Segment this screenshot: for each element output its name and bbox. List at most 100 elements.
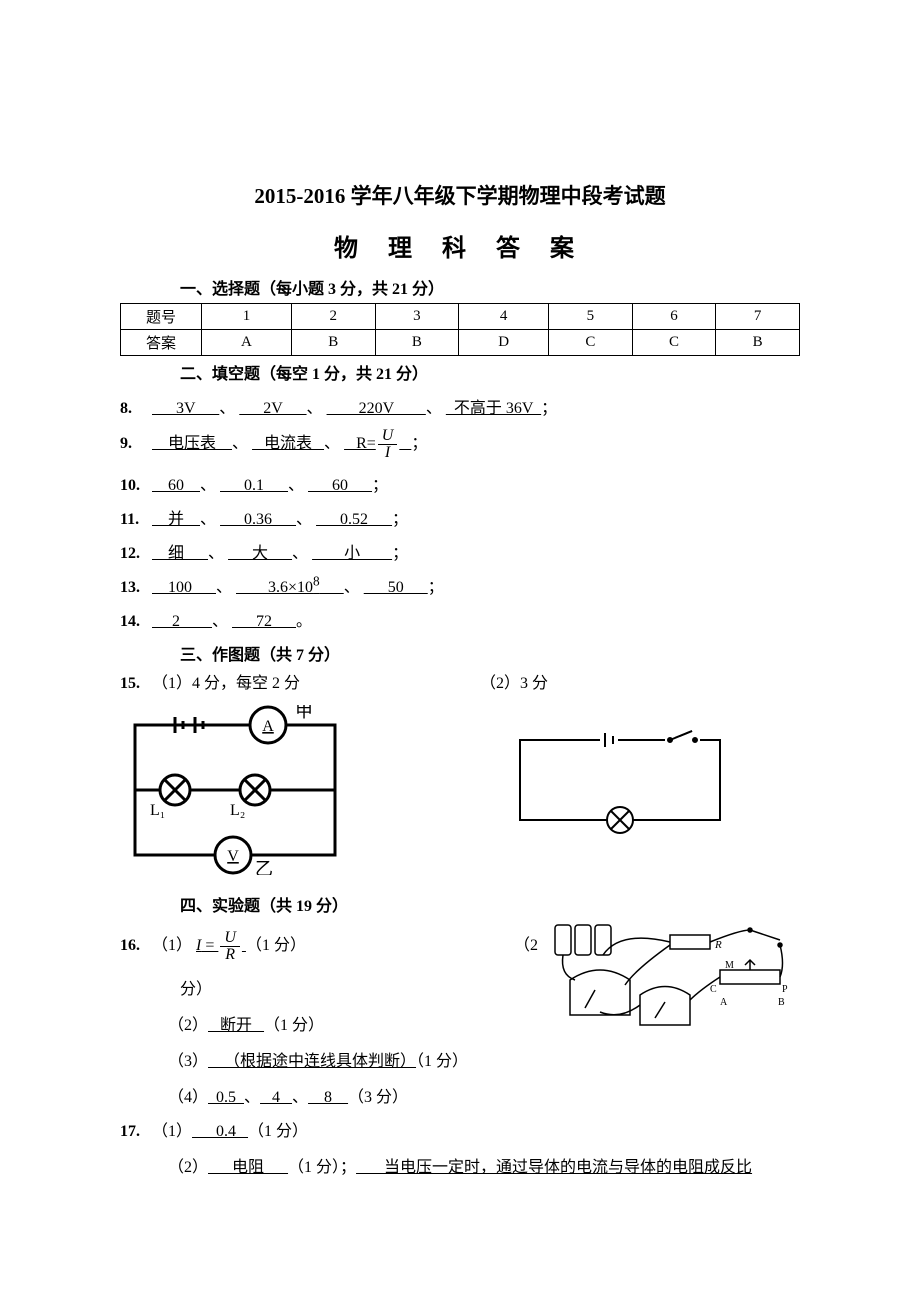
svg-text:A: A — [720, 997, 728, 1008]
label-yi: 乙 — [255, 859, 273, 875]
tail: ； — [541, 400, 557, 417]
qnum: 14. — [120, 613, 148, 631]
section-4-head: 四、实验题（共 19 分） — [180, 892, 800, 916]
q17: 17. （1） 0.4 （1 分） — [120, 1117, 800, 1141]
col-num: 2 — [291, 304, 375, 330]
blank: 3V — [152, 400, 219, 417]
blank: 3.6×108 — [236, 579, 344, 596]
svg-text:R: R — [714, 939, 722, 951]
q10: 10. 60 、 0.1 、 60 ； — [120, 471, 800, 495]
qnum: 8. — [120, 400, 148, 418]
formula: I = UR — [196, 937, 246, 954]
svg-text:C: C — [710, 984, 717, 995]
blank: （根据途中连线具体判断） — [208, 1053, 416, 1070]
q16: 16. （1） I = UR （1 分） （2 分） （2） 断开 （1 分） … — [120, 920, 800, 1107]
mid: （1 分）； — [288, 1159, 356, 1176]
answer-cell: C — [632, 330, 716, 356]
q15: 15. （1）4 分，每空 2 分 （2）3 分 — [120, 669, 800, 693]
blank: 4 — [260, 1089, 292, 1106]
tail: ； — [392, 545, 408, 562]
section-3-head: 三、作图题（共 7 分） — [180, 641, 800, 665]
label-l2: L₂ — [230, 802, 245, 819]
col-num: 3 — [375, 304, 459, 330]
col-num: 4 — [459, 304, 549, 330]
q11: 11. 并 、 0.36 、 0.52 ； — [120, 505, 800, 529]
circuit-diagram-1: A V 甲 乙 L₁ L₂ — [120, 705, 350, 875]
denominator: R — [220, 947, 240, 963]
label-l1: L₁ — [150, 802, 165, 819]
tail: ； — [392, 511, 408, 528]
q16-3: （3） （根据途中连线具体判断）（1 分） — [168, 1047, 550, 1071]
qnum: 11. — [120, 511, 148, 529]
blank: 大 — [228, 545, 292, 562]
answer-cell: A — [202, 330, 292, 356]
blank: 72 — [232, 613, 296, 630]
qnum: 9. — [120, 435, 148, 453]
svg-text:B: B — [778, 997, 785, 1008]
q16-4: （4） 0.5 、 4 、 8 （3 分） — [168, 1083, 550, 1107]
blank: 60 — [152, 477, 200, 494]
blank: 0.36 — [220, 511, 296, 528]
q17-2: （2） 电阻 （1 分）； 当电压一定时，通过导体的电流与导体的电阻成反比 — [168, 1153, 800, 1177]
answer-cell: B — [291, 330, 375, 356]
blank: 电流表 — [252, 435, 324, 452]
blank: 电阻 — [208, 1159, 288, 1176]
q15-right: （2）3 分 — [480, 675, 548, 692]
q15-left: （1）4 分，每空 2 分 — [152, 675, 300, 692]
section-1-head: 一、选择题（每小题 3 分，共 21 分） — [180, 275, 800, 299]
exam-title: 2015-2016 学年八年级下学期物理中段考试题 — [120, 180, 800, 210]
label-jia: 甲 — [295, 705, 313, 721]
col-num: 6 — [632, 304, 716, 330]
p1b-pre: （2 — [514, 937, 538, 954]
blank: R=UI — [344, 435, 411, 452]
fraction: UR — [220, 930, 240, 963]
blank: 50 — [364, 579, 428, 596]
qnum: 13. — [120, 579, 148, 597]
answer-cell: B — [375, 330, 459, 356]
table-row: 答案 A B B D C C B — [121, 330, 800, 356]
qnum: 16. — [120, 937, 148, 955]
blank: 不高于 36V — [446, 400, 541, 417]
q9: 9. 电压表 、 电流表 、 R=UI ； — [120, 428, 800, 461]
experiment-diagram: R M P C A B — [550, 920, 790, 1040]
numerator: U — [378, 428, 398, 445]
q12: 12. 细 、 大 、 小 ； — [120, 539, 800, 563]
circuit-diagram-2 — [510, 725, 730, 835]
tail: ； — [428, 579, 444, 596]
q14: 14. 2 、 72 。 — [120, 607, 800, 631]
blank: 8 — [308, 1089, 348, 1106]
answer-cell: D — [459, 330, 549, 356]
svg-text:M: M — [725, 960, 734, 971]
tail: 。 — [296, 613, 312, 630]
blank: 细 — [152, 545, 208, 562]
p1-pre: （1） — [152, 937, 192, 954]
suffix — [399, 435, 411, 452]
q16-2: （2） 断开 （1 分） — [168, 1011, 550, 1035]
fraction: UI — [378, 428, 398, 461]
suffix — [320, 579, 344, 596]
blank: 断开 — [208, 1017, 264, 1034]
qnum: 15. — [120, 675, 148, 693]
q13: 13. 100 、 3.6×108 、 50 ； — [120, 573, 800, 597]
qnum: 10. — [120, 477, 148, 495]
answer-table: 题号 1 2 3 4 5 6 7 答案 A B B D C C B — [120, 303, 800, 356]
qnum: 17. — [120, 1123, 148, 1141]
tail: ； — [411, 435, 427, 452]
sup: 8 — [313, 574, 320, 589]
answer-cell: C — [549, 330, 633, 356]
blank: 电压表 — [152, 435, 232, 452]
table-row: 题号 1 2 3 4 5 6 7 — [121, 304, 800, 330]
numerator: U — [220, 930, 240, 947]
p1b-post: 分） — [180, 975, 550, 999]
section-2-head: 二、填空题（每空 1 分，共 21 分） — [180, 360, 800, 384]
header-label: 题号 — [121, 304, 202, 330]
col-num: 1 — [202, 304, 292, 330]
ammeter-label: A — [262, 718, 274, 735]
blank: 0.1 — [220, 477, 288, 494]
blank: 0.4 — [192, 1123, 248, 1140]
svg-text:P: P — [782, 984, 788, 995]
q8: 8. 3V 、 2V 、 220V 、 不高于 36V ； — [120, 394, 800, 418]
tail: ； — [372, 477, 388, 494]
blank: 并 — [152, 511, 200, 528]
blank: 0.52 — [316, 511, 392, 528]
